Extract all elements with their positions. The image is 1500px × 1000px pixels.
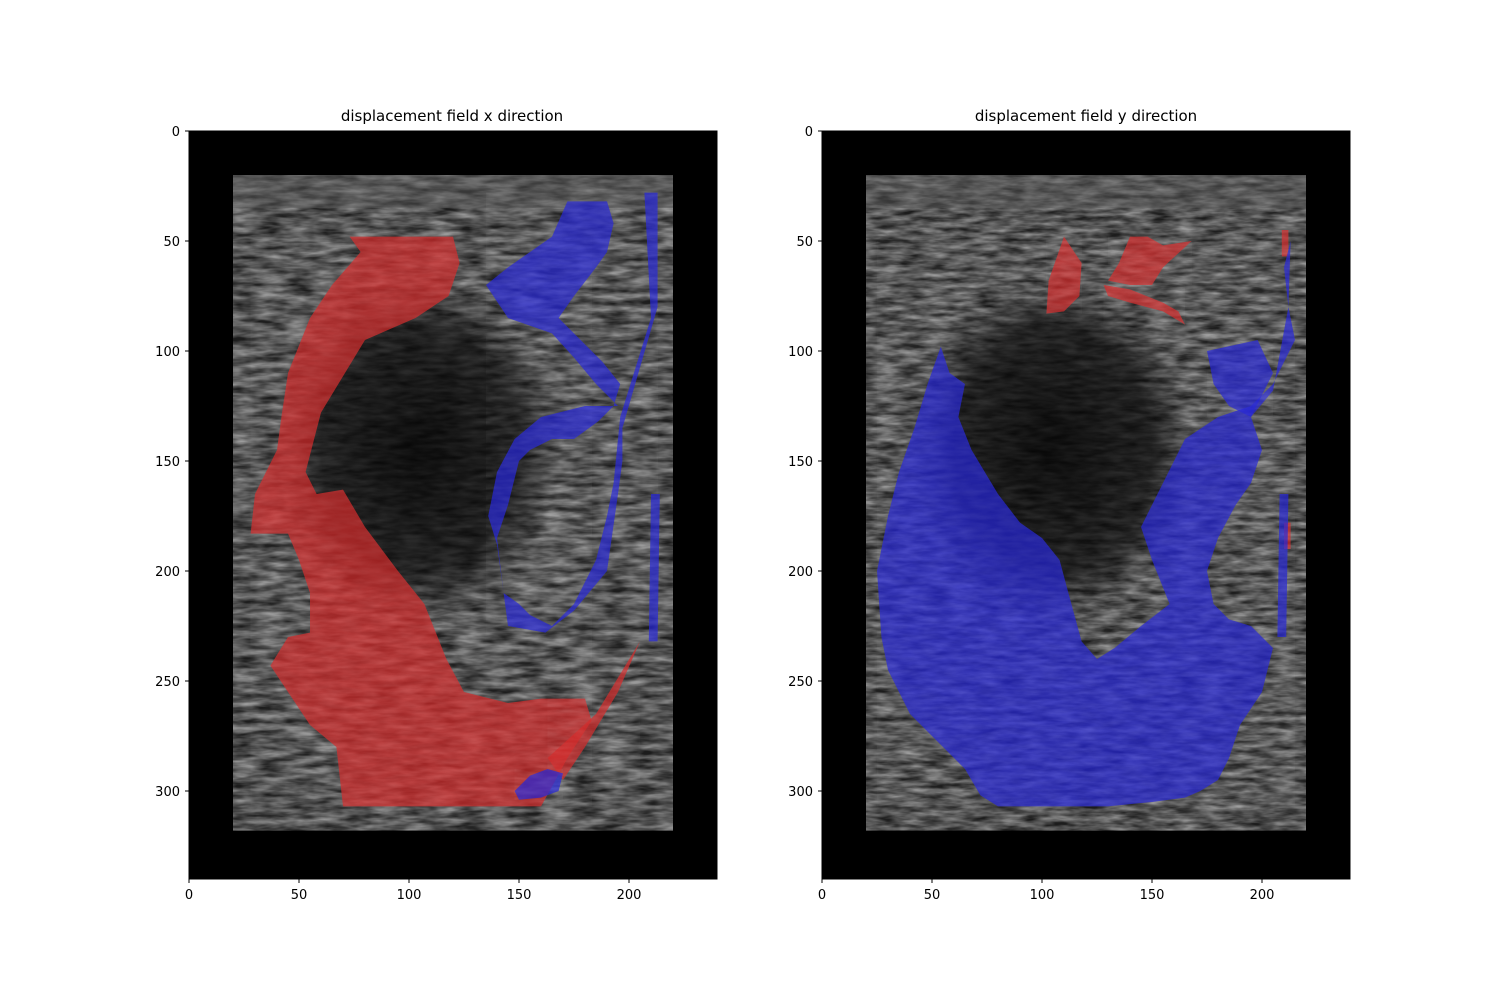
x-tick-label: 200 (617, 888, 642, 903)
displacement-region-texture-4 (514, 769, 563, 800)
displacement-region-texture-3 (1281, 230, 1289, 257)
x-axis-y: 0 50 100 150 200 (818, 879, 1275, 903)
x-tick-label: 50 (291, 888, 308, 903)
y-tick-label: 0 (805, 125, 813, 140)
y-tick-label: 300 (788, 785, 813, 800)
y-tick-label: 100 (155, 345, 180, 360)
y-axis-y: 0 50 100 150 200 250 300 (788, 125, 822, 800)
displacement-region-texture-0 (1046, 236, 1082, 314)
x-tick-label: 150 (507, 888, 532, 903)
y-tick-label: 250 (788, 675, 813, 690)
x-tick-label: 100 (1030, 888, 1055, 903)
y-axis-x: 0 50 100 150 200 250 300 (155, 125, 189, 800)
y-tick-label: 50 (163, 235, 180, 250)
y-tick-label: 250 (155, 675, 180, 690)
y-tick-label: 50 (796, 235, 813, 250)
y-tick-label: 0 (172, 125, 180, 140)
displacement-region-texture-5 (877, 241, 1295, 807)
y-tick-label: 200 (788, 565, 813, 580)
x-tick-label: 100 (397, 888, 422, 903)
x-tick-label: 0 (185, 888, 193, 903)
displacement-region-texture-2 (1103, 285, 1185, 325)
panel-x: displacement field x direction 0 50 100 150… (155, 107, 718, 903)
y-tick-label: 150 (788, 455, 813, 470)
displacement-region-texture-1 (547, 641, 640, 780)
panel-title-x: displacement field x direction (341, 107, 563, 125)
x-tick-label: 50 (924, 888, 941, 903)
plot-area-y (821, 130, 1351, 880)
panel-title-y: displacement field y direction (975, 107, 1197, 125)
y-tick-label: 200 (155, 565, 180, 580)
x-tick-label: 150 (1140, 888, 1165, 903)
displacement-region-texture-2 (486, 192, 658, 633)
displacement-region-texture-6 (1207, 340, 1273, 417)
x-axis-x: 0 50 100 150 200 (185, 879, 642, 903)
displacement-region-texture-7 (1277, 494, 1289, 637)
displacement-region-texture-1 (1108, 236, 1192, 285)
axes-frame (188, 130, 718, 880)
y-tick-label: 150 (155, 455, 180, 470)
y-tick-label: 300 (155, 785, 180, 800)
x-tick-label: 200 (1250, 888, 1275, 903)
plot-area-x (188, 130, 718, 880)
axes-frame (821, 130, 1351, 880)
y-tick-label: 100 (788, 345, 813, 360)
displacement-region-texture-3 (648, 494, 660, 642)
panel-y: displacement field y direction 0 50 100 150… (788, 107, 1351, 903)
x-tick-label: 0 (818, 888, 826, 903)
displacement-region-texture-0 (250, 236, 592, 807)
